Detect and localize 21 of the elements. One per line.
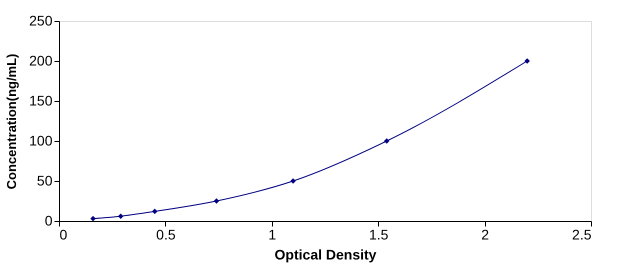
y-tick-label: 50: [36, 172, 53, 188]
point: [152, 208, 158, 214]
x-tick-label: 1.5: [368, 226, 389, 242]
x-tick-label: 1: [268, 226, 276, 242]
x-tick-label: 0.5: [156, 226, 176, 242]
x-axis-title: Optical Density: [274, 246, 377, 262]
x-tick-label: 2: [481, 226, 490, 242]
point: [290, 178, 296, 184]
y-tick-label: 200: [29, 52, 53, 68]
y-tick-label: 250: [29, 12, 53, 28]
point: [524, 58, 530, 64]
y-axis-title: Concentration(ng/mL): [4, 54, 20, 190]
point: [214, 198, 220, 204]
y-tick-label: 0: [44, 212, 53, 228]
x-tick-label: 2.5: [572, 226, 592, 242]
point: [384, 138, 390, 144]
y-tick-label: 100: [29, 132, 53, 148]
point: [118, 213, 124, 219]
point: [90, 216, 96, 222]
x-tick-label: 0: [60, 226, 68, 242]
y-tick-label: 150: [29, 92, 53, 108]
